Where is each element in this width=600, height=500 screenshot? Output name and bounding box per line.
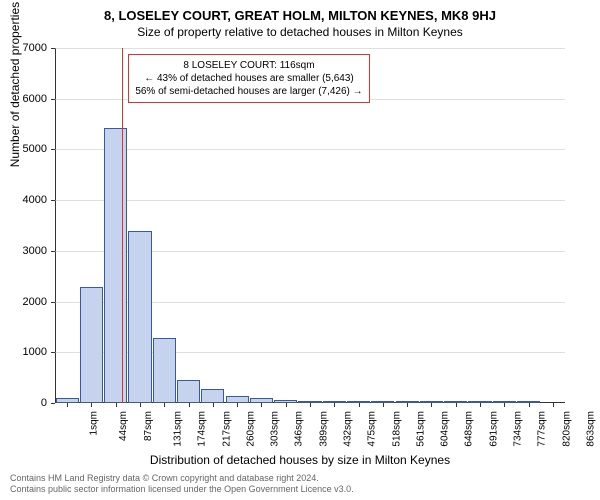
x-tick bbox=[431, 403, 432, 407]
chart-subtitle: Size of property relative to detached ho… bbox=[0, 23, 600, 43]
y-tick bbox=[51, 403, 55, 404]
y-tick-label: 3000 bbox=[7, 245, 47, 257]
x-tick bbox=[213, 403, 214, 407]
y-tick bbox=[51, 352, 55, 353]
histogram-bar bbox=[128, 231, 151, 403]
x-tick bbox=[383, 403, 384, 407]
x-tick bbox=[456, 403, 457, 407]
x-tick bbox=[116, 403, 117, 407]
x-tick-label: 131sqm bbox=[173, 411, 184, 447]
y-tick bbox=[51, 302, 55, 303]
y-tick-label: 6000 bbox=[7, 93, 47, 105]
x-tick bbox=[480, 403, 481, 407]
histogram-bar bbox=[201, 389, 224, 403]
x-tick bbox=[261, 403, 262, 407]
y-tick bbox=[51, 251, 55, 252]
x-tick-label: 863sqm bbox=[585, 411, 596, 447]
x-tick bbox=[334, 403, 335, 407]
plot-area: 010002000300040005000600070001sqm44sqm87… bbox=[55, 48, 565, 403]
x-tick-label: 303sqm bbox=[270, 411, 281, 447]
footer-text: Contains HM Land Registry data © Crown c… bbox=[10, 473, 354, 496]
x-tick-label: 346sqm bbox=[294, 411, 305, 447]
x-tick bbox=[189, 403, 190, 407]
x-tick-label: 44sqm bbox=[118, 411, 129, 441]
y-tick bbox=[51, 99, 55, 100]
x-tick-label: 432sqm bbox=[343, 411, 354, 447]
histogram-bar bbox=[80, 287, 103, 403]
x-tick bbox=[140, 403, 141, 407]
x-tick-label: 475sqm bbox=[367, 411, 378, 447]
x-tick bbox=[529, 403, 530, 407]
annotation-line: 8 LOSELEY COURT: 116sqm bbox=[135, 59, 362, 72]
x-tick bbox=[504, 403, 505, 407]
x-tick bbox=[237, 403, 238, 407]
x-tick-label: 174sqm bbox=[197, 411, 208, 447]
x-tick-label: 820sqm bbox=[561, 411, 572, 447]
x-tick-label: 389sqm bbox=[318, 411, 329, 447]
x-tick bbox=[553, 403, 554, 407]
x-tick-label: 604sqm bbox=[440, 411, 451, 447]
x-tick-label: 777sqm bbox=[537, 411, 548, 447]
x-tick-label: 217sqm bbox=[221, 411, 232, 447]
y-tick-label: 0 bbox=[7, 397, 47, 409]
y-tick bbox=[51, 48, 55, 49]
x-tick bbox=[359, 403, 360, 407]
x-tick-label: 1sqm bbox=[89, 411, 100, 435]
grid-line bbox=[55, 200, 565, 201]
x-tick-label: 518sqm bbox=[391, 411, 402, 447]
y-tick-label: 4000 bbox=[7, 194, 47, 206]
chart-container: 8, LOSELEY COURT, GREAT HOLM, MILTON KEY… bbox=[0, 0, 600, 500]
reference-line bbox=[122, 48, 123, 403]
x-tick-label: 691sqm bbox=[488, 411, 499, 447]
x-tick bbox=[407, 403, 408, 407]
x-tick bbox=[91, 403, 92, 407]
grid-line bbox=[55, 48, 565, 49]
grid-line bbox=[55, 149, 565, 150]
y-tick-label: 2000 bbox=[7, 296, 47, 308]
footer-line-2: Contains public sector information licen… bbox=[10, 484, 354, 496]
x-tick bbox=[310, 403, 311, 407]
histogram-bar bbox=[104, 128, 127, 403]
x-tick-label: 734sqm bbox=[513, 411, 524, 447]
y-axis-line bbox=[55, 48, 56, 403]
chart-title: 8, LOSELEY COURT, GREAT HOLM, MILTON KEY… bbox=[0, 0, 600, 23]
x-tick bbox=[286, 403, 287, 407]
annotation-box: 8 LOSELEY COURT: 116sqm← 43% of detached… bbox=[128, 54, 369, 103]
x-tick-label: 648sqm bbox=[464, 411, 475, 447]
footer-line-1: Contains HM Land Registry data © Crown c… bbox=[10, 473, 354, 485]
histogram-bar bbox=[177, 380, 200, 403]
annotation-line: 56% of semi-detached houses are larger (… bbox=[135, 85, 362, 98]
x-tick-label: 561sqm bbox=[415, 411, 426, 447]
histogram-bar bbox=[153, 338, 176, 403]
x-axis-title: Distribution of detached houses by size … bbox=[0, 453, 600, 467]
y-tick bbox=[51, 200, 55, 201]
x-tick bbox=[67, 403, 68, 407]
y-tick-label: 1000 bbox=[7, 346, 47, 358]
histogram-bar bbox=[226, 396, 249, 403]
y-tick-label: 5000 bbox=[7, 143, 47, 155]
x-tick-label: 260sqm bbox=[245, 411, 256, 447]
x-tick bbox=[164, 403, 165, 407]
y-tick bbox=[51, 149, 55, 150]
y-tick-label: 7000 bbox=[7, 42, 47, 54]
x-tick-label: 87sqm bbox=[143, 411, 154, 441]
annotation-line: ← 43% of detached houses are smaller (5,… bbox=[135, 72, 362, 85]
